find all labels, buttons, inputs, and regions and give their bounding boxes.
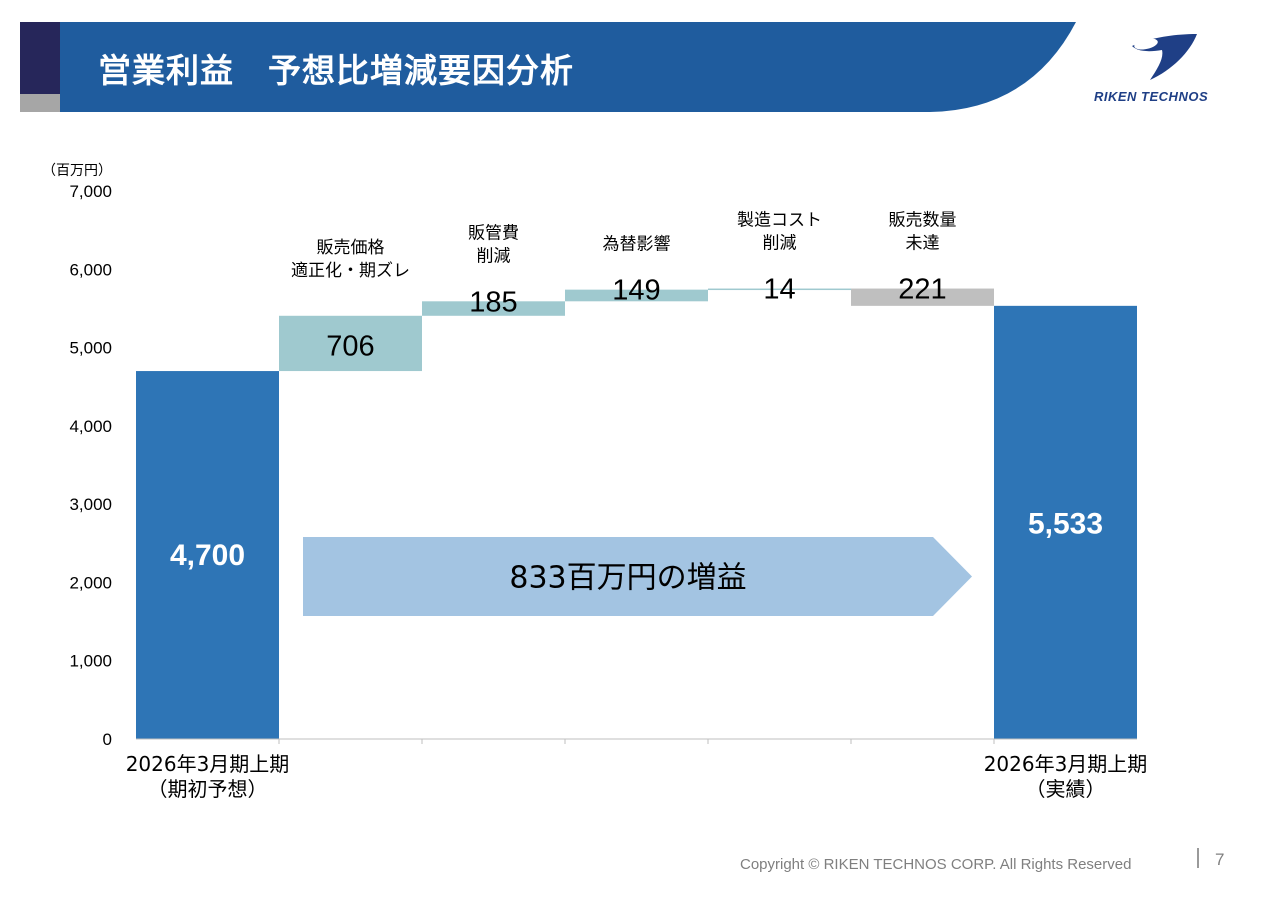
y-tick-label: 3,000 [69, 495, 112, 514]
category-label: 未達 [906, 234, 940, 254]
footer-separator [1197, 848, 1199, 868]
bar-value-label: 221 [898, 274, 946, 306]
category-label: 為替影響 [603, 235, 671, 255]
y-axis-unit-label: （百万円） [42, 163, 112, 179]
arrow-label: 833百万円の増益 [509, 561, 746, 596]
bar-value-label: 4,700 [170, 539, 245, 572]
x-axis [136, 738, 1137, 744]
title-accent-dark [20, 22, 60, 94]
title-band [20, 22, 1076, 112]
category-label: 販管費 [468, 223, 519, 243]
bar [708, 288, 851, 291]
category-label: 削減 [763, 234, 797, 254]
y-tick-label: 1,000 [69, 652, 112, 671]
y-tick-label: 2,000 [69, 573, 112, 592]
page-number: 7 [1215, 850, 1225, 869]
category-label: 販売価格 [317, 238, 385, 258]
bar-value-label: 5,533 [1028, 508, 1103, 541]
category-label: （期初予想） [148, 777, 268, 801]
bars [136, 288, 1137, 739]
category-label: 適正化・期ズレ [291, 261, 410, 281]
logo-icon [1132, 34, 1197, 80]
bar-value-label: 14 [763, 274, 795, 306]
footer-copyright: Copyright © RIKEN TECHNOS CORP. All Righ… [740, 856, 1132, 873]
bar [851, 288, 994, 306]
title-accent-grey [20, 94, 60, 112]
y-axis-ticks: 0 1,000 2,000 3,000 4,000 5,000 6,000 7,000 [69, 182, 112, 749]
bar [994, 305, 1137, 739]
bar-value-label: 706 [326, 330, 374, 362]
header-band: 営業利益 予想比増減要因分析 RIKEN TECHNOS [0, 0, 1280, 130]
category-label: 製造コスト [737, 211, 822, 231]
y-tick-label: 5,000 [69, 339, 112, 358]
category-label: 販売数量 [889, 211, 957, 231]
bar [136, 371, 279, 739]
category-label: （実績） [1026, 777, 1106, 801]
bar-value-label: 185 [469, 286, 517, 318]
category-labels: 2026年3月期上期（期初予想）販売価格適正化・期ズレ販管費削減為替影響製造コス… [126, 211, 1148, 801]
y-tick-label: 4,000 [69, 417, 112, 436]
category-label: 削減 [477, 246, 511, 266]
company-logo-text: RIKEN TECHNOS [1094, 89, 1209, 104]
bar-value-labels: 4,700 706 185 149 14 221 5,533 [170, 274, 1103, 572]
bar-value-label: 149 [612, 275, 660, 307]
arrow-shape [303, 537, 972, 616]
page-title: 営業利益 予想比増減要因分析 [98, 51, 574, 90]
y-tick-label: 0 [103, 730, 112, 749]
bar [279, 315, 422, 372]
y-tick-label: 7,000 [69, 182, 112, 201]
increase-arrow: 833百万円の増益 [303, 537, 972, 616]
category-label: 2026年3月期上期 [984, 752, 1148, 776]
category-label: 2026年3月期上期 [126, 752, 290, 776]
bar [422, 301, 565, 316]
header-background [20, 22, 1197, 112]
y-tick-label: 6,000 [69, 260, 112, 279]
bar [565, 289, 708, 302]
